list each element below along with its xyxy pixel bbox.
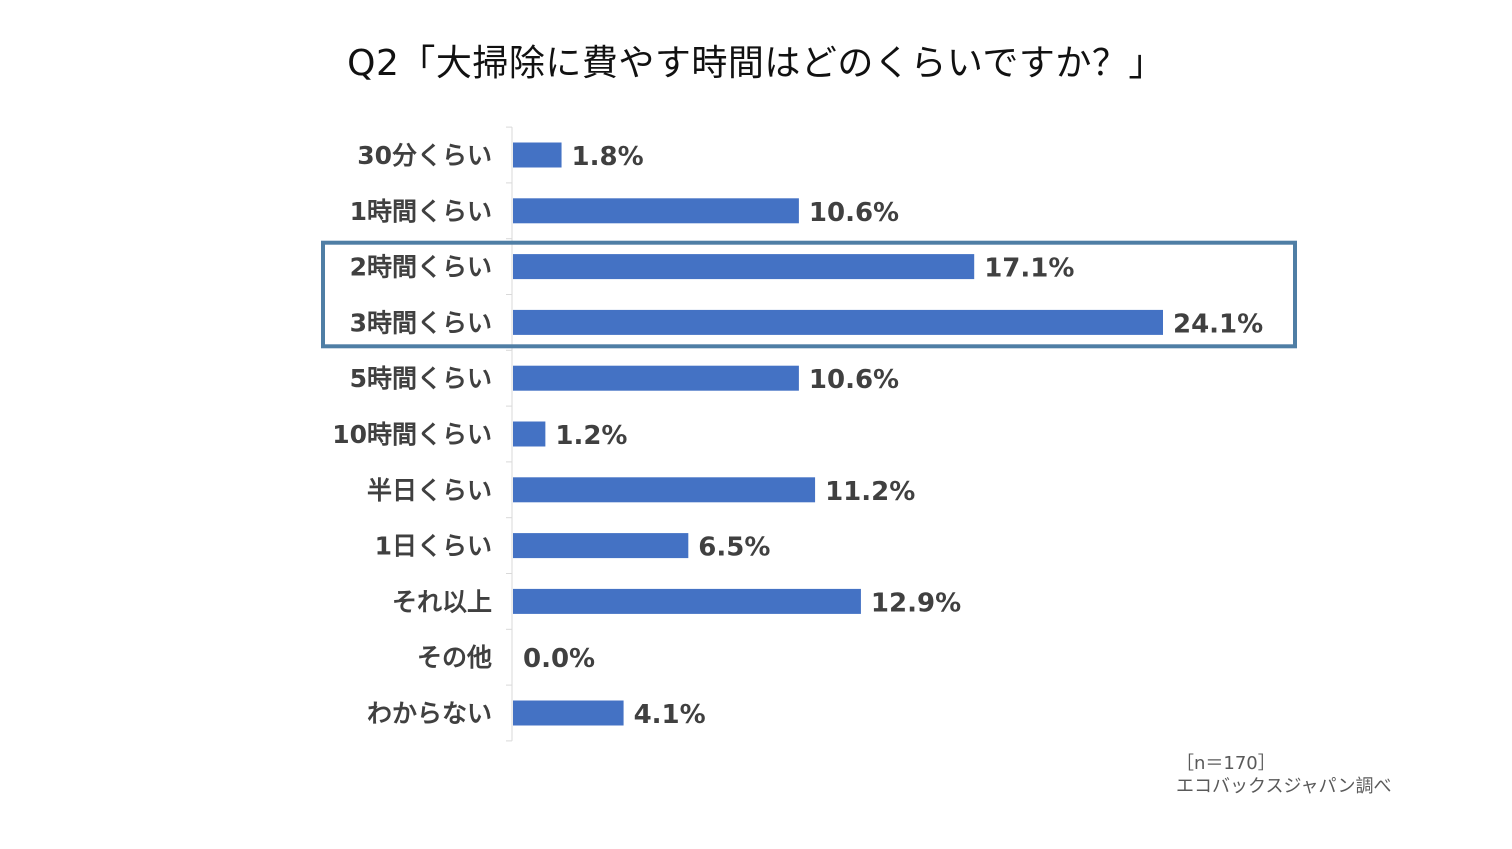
value-label: 10.6%: [809, 198, 899, 228]
category-label: それ以上: [392, 587, 492, 616]
source-note: エコバックスジャパン調べ: [1176, 776, 1392, 797]
value-label: 12.9%: [871, 588, 961, 618]
value-label: 6.5%: [698, 533, 770, 563]
category-label: 半日くらい: [367, 476, 492, 505]
bar: [513, 588, 861, 614]
footnote: ［n＝170］ エコバックスジャパン調べ: [1176, 752, 1391, 798]
value-label: 24.1%: [1173, 309, 1263, 339]
category-label: 3時間くらい: [350, 308, 492, 337]
category-label: 2時間くらい: [350, 253, 492, 282]
bar: [513, 533, 689, 559]
category-label: その他: [417, 643, 492, 672]
bar: [513, 254, 975, 280]
bar: [513, 477, 816, 503]
bar: [513, 309, 1163, 335]
bar: [513, 700, 624, 726]
category-label: 1日くらい: [375, 532, 492, 561]
bars-group: 30分くらい 1.8% 1時間くらい 10.6% 2時間くらい 17.1% 3時間くらい 24…: [321, 126, 1297, 742]
value-label: 17.1%: [984, 254, 1074, 284]
bar: [513, 142, 562, 168]
bar: [513, 421, 546, 447]
bar: [513, 365, 799, 391]
value-label: 11.2%: [825, 477, 915, 507]
category-label: 30分くらい: [357, 141, 492, 170]
chart-title: Q2「大掃除に費やす時間はどのくらいですか？」: [347, 43, 1165, 84]
sample-size-note: ［n＝170］: [1176, 753, 1276, 774]
value-label: 0.0%: [523, 644, 595, 674]
value-label: 4.1%: [634, 700, 706, 730]
highlight-box: [321, 240, 1297, 349]
category-label: 10時間くらい: [332, 420, 492, 449]
category-label: 1時間くらい: [350, 197, 492, 226]
value-label: 10.6%: [809, 365, 899, 395]
category-label: わからない: [367, 699, 492, 728]
value-label: 1.8%: [572, 142, 644, 172]
category-label: 5時間くらい: [350, 364, 492, 393]
value-label: 1.2%: [555, 421, 627, 451]
bar: [513, 198, 799, 224]
